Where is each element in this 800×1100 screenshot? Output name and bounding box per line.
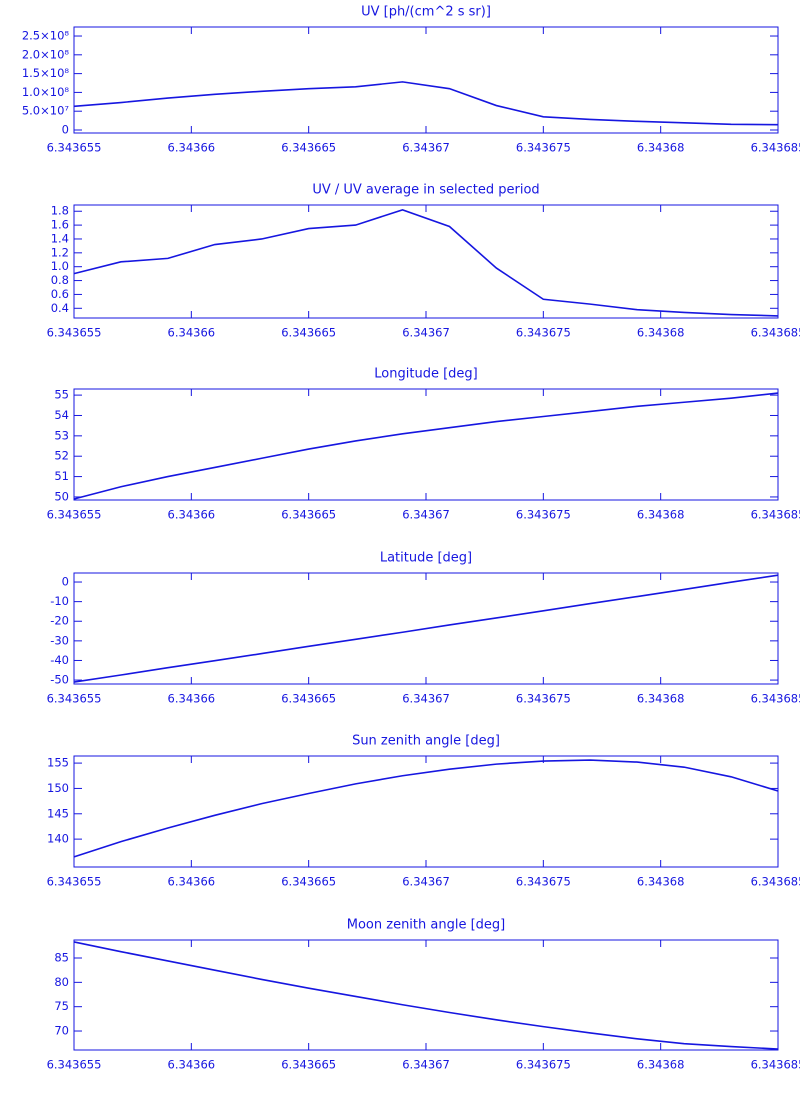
x-tick-label: 6.343665 <box>281 508 336 522</box>
chart-title: UV [ph/(cm^2 s sr)] <box>361 5 491 20</box>
x-tick-label: 6.343675 <box>516 875 571 889</box>
y-tick-label: 70 <box>54 1024 69 1038</box>
y-tick-label: 52 <box>54 449 69 463</box>
y-tick-label: 54 <box>54 408 69 422</box>
x-tick-label: 6.343655 <box>47 875 102 889</box>
x-tick-label: 6.34368 <box>637 508 685 522</box>
y-tick-label: 85 <box>54 951 69 965</box>
y-tick-label: 140 <box>47 832 69 846</box>
y-tick-label: -10 <box>50 594 69 608</box>
y-tick-label: -50 <box>50 673 69 687</box>
y-tick-label: 50 <box>54 489 69 503</box>
x-tick-label: 6.34367 <box>402 141 450 155</box>
x-tick-label: 6.343685 <box>751 508 800 522</box>
x-tick-label: 6.343675 <box>516 141 571 155</box>
x-tick-label: 6.34366 <box>168 141 216 155</box>
y-tick-label: 75 <box>54 999 69 1013</box>
data-line <box>73 941 779 1050</box>
chart-title: Moon zenith angle [deg] <box>347 918 505 933</box>
x-tick-label: 6.34367 <box>402 508 450 522</box>
x-tick-label: 6.343675 <box>516 692 571 706</box>
y-tick-label: -30 <box>50 633 69 647</box>
y-tick-label: 1.8 <box>51 204 69 218</box>
plot-frame <box>73 388 779 501</box>
y-tick-label: 1.6 <box>51 218 69 232</box>
y-tick-label: 1.5×10⁸ <box>22 66 70 80</box>
x-tick-label: 6.343675 <box>516 1058 571 1072</box>
y-tick-label: 1.0 <box>51 259 69 273</box>
x-tick-label: 6.343655 <box>47 692 102 706</box>
y-tick-label: 155 <box>47 756 69 770</box>
x-tick-label: 6.343665 <box>281 1058 336 1072</box>
x-tick-label: 6.34367 <box>402 1058 450 1072</box>
y-tick-label: 2.0×10⁸ <box>22 47 70 61</box>
x-tick-label: 6.343665 <box>281 692 336 706</box>
data-line <box>73 209 779 317</box>
x-tick-label: 6.343675 <box>516 326 571 340</box>
x-tick-label: 6.343655 <box>47 141 102 155</box>
data-line <box>73 759 779 858</box>
x-tick-label: 6.34368 <box>637 692 685 706</box>
x-tick-label: 6.343685 <box>751 326 800 340</box>
data-line <box>73 392 779 500</box>
y-tick-label: 2.5×10⁸ <box>22 29 70 43</box>
y-tick-label: 5.0×10⁷ <box>22 104 70 118</box>
y-tick-label: 53 <box>54 428 69 442</box>
y-tick-label: 150 <box>47 781 69 795</box>
y-tick-label: 1.4 <box>51 231 69 245</box>
x-tick-label: 6.343685 <box>751 692 800 706</box>
y-tick-label: 0 <box>62 122 69 136</box>
y-tick-label: 1.2 <box>51 245 69 259</box>
x-tick-label: 6.34368 <box>637 141 685 155</box>
data-line <box>73 81 779 126</box>
x-tick-label: 6.34367 <box>402 326 450 340</box>
x-tick-label: 6.34368 <box>637 1058 685 1072</box>
x-tick-label: 6.34368 <box>637 875 685 889</box>
chart-title: UV / UV average in selected period <box>312 183 539 198</box>
y-tick-label: 1.0×10⁸ <box>22 85 70 99</box>
x-tick-label: 6.34366 <box>168 326 216 340</box>
plot-frame <box>73 204 779 319</box>
y-tick-label: 51 <box>54 469 69 483</box>
x-tick-label: 6.343655 <box>47 326 102 340</box>
x-tick-label: 6.34367 <box>402 875 450 889</box>
y-tick-label: 80 <box>54 975 69 989</box>
x-tick-label: 6.343685 <box>751 875 800 889</box>
y-tick-label: 0.8 <box>51 273 69 287</box>
data-line <box>73 574 779 683</box>
x-tick-label: 6.343685 <box>751 141 800 155</box>
y-tick-label: 145 <box>47 806 69 820</box>
x-tick-label: 6.34368 <box>637 326 685 340</box>
plot-frame <box>73 939 779 1051</box>
x-tick-label: 6.343665 <box>281 141 336 155</box>
x-tick-label: 6.343685 <box>751 1058 800 1072</box>
plot-frame <box>73 26 779 134</box>
y-tick-label: 0 <box>62 575 69 589</box>
y-tick-label: 55 <box>54 388 69 402</box>
x-tick-label: 6.343665 <box>281 326 336 340</box>
chart-title: Latitude [deg] <box>380 551 472 566</box>
y-tick-label: -20 <box>50 614 69 628</box>
x-tick-label: 6.34367 <box>402 692 450 706</box>
x-tick-label: 6.34366 <box>168 508 216 522</box>
y-tick-label: 0.6 <box>51 287 69 301</box>
x-tick-label: 6.34366 <box>168 1058 216 1072</box>
x-tick-label: 6.34366 <box>168 692 216 706</box>
x-tick-label: 6.343655 <box>47 1058 102 1072</box>
chart-title: Sun zenith angle [deg] <box>352 734 500 749</box>
y-tick-label: 0.4 <box>51 301 69 315</box>
x-tick-label: 6.343665 <box>281 875 336 889</box>
x-tick-label: 6.34366 <box>168 875 216 889</box>
x-tick-label: 6.343675 <box>516 508 571 522</box>
y-tick-label: -40 <box>50 653 69 667</box>
x-tick-label: 6.343655 <box>47 508 102 522</box>
chart-title: Longitude [deg] <box>374 367 477 382</box>
